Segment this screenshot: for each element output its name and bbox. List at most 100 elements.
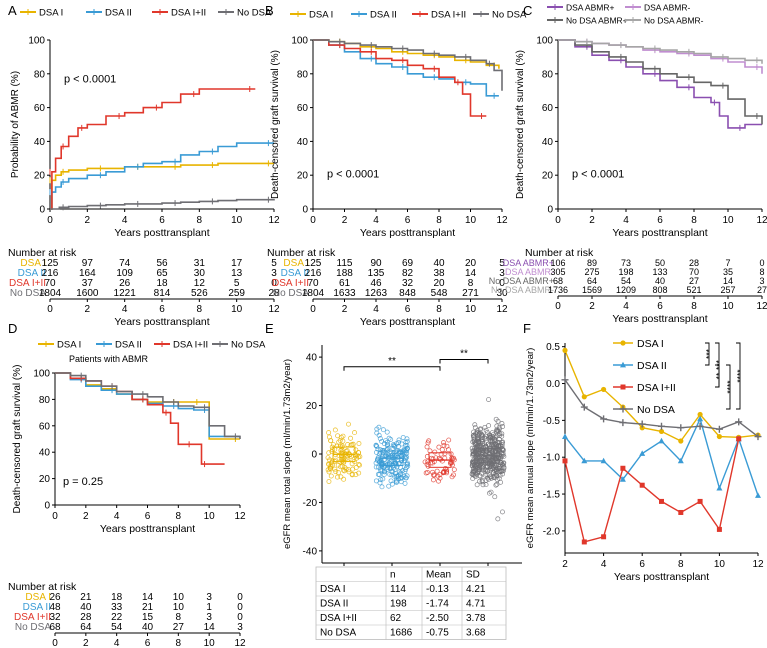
y-axis-label: Death-censored graft survival (%) xyxy=(12,365,23,514)
risk-row-label: No DSA xyxy=(10,288,46,299)
data-point xyxy=(482,436,488,441)
risk-row-label: No DSA ABMR+ xyxy=(489,276,554,286)
risk-x-tick-label: 10 xyxy=(204,638,216,648)
series-dsa-ii xyxy=(49,140,274,210)
data-point xyxy=(334,474,340,480)
y-axis-label: eGFR mean annual slope (ml/min/1.73m2/ye… xyxy=(525,348,536,549)
data-point xyxy=(496,426,502,432)
data-point xyxy=(341,468,347,474)
data-point xyxy=(404,436,410,442)
risk-value: 37 xyxy=(82,278,94,289)
data-point xyxy=(497,473,503,478)
series-line xyxy=(50,162,274,210)
risk-value: 54 xyxy=(621,276,631,286)
y-tick-label: 80 xyxy=(39,395,51,406)
data-point xyxy=(501,453,507,459)
risk-x-tick-label: 6 xyxy=(159,304,165,315)
data-point xyxy=(716,484,723,491)
risk-table-title: Number at risk xyxy=(267,247,336,259)
significance-label: ** xyxy=(460,349,468,360)
y-tick-label: 100 xyxy=(28,36,45,47)
risk-value: 8 xyxy=(759,267,764,277)
x-tick-label: 8 xyxy=(176,511,182,522)
data-point xyxy=(581,539,587,545)
x-tick-label: 6 xyxy=(145,511,151,522)
data-point xyxy=(491,441,497,447)
series-dsa-i xyxy=(55,372,240,442)
x-axis-label: Years posttransplant xyxy=(100,523,195,535)
y-tick-label: -1.5 xyxy=(543,490,561,501)
x-tick-label: 6 xyxy=(159,215,165,226)
legend-label: DSA II xyxy=(370,10,397,21)
data-point xyxy=(403,467,408,472)
data-point xyxy=(373,443,379,449)
x-tick-label: 4 xyxy=(114,511,120,522)
data-point xyxy=(388,465,394,471)
data-point xyxy=(425,459,431,465)
data-point xyxy=(474,429,480,435)
table-cell: 114 xyxy=(390,584,406,595)
legend-marker xyxy=(620,361,626,368)
data-point xyxy=(562,458,568,464)
risk-value: 54 xyxy=(111,622,123,633)
risk-value: 65 xyxy=(156,268,168,279)
series-line xyxy=(564,438,740,543)
risk-value: 115 xyxy=(337,258,353,269)
panel-label: B xyxy=(265,3,274,18)
table-cell: 4.21 xyxy=(466,584,486,595)
series-dsa-i-ii xyxy=(562,436,742,545)
data-point xyxy=(430,460,435,466)
risk-row-label: DSA I+II xyxy=(14,612,51,623)
points-dsa-i xyxy=(325,421,363,484)
series-no-dsa-abmr- xyxy=(558,39,763,125)
data-point xyxy=(353,447,359,453)
data-point xyxy=(346,469,352,475)
risk-value: 27 xyxy=(757,285,767,295)
risk-value: 33 xyxy=(111,602,123,613)
y-tick-label: -40 xyxy=(303,546,318,557)
risk-value: 90 xyxy=(370,258,382,269)
risk-value: 69 xyxy=(402,258,414,269)
series-line xyxy=(313,39,503,91)
x-tick-label: 10 xyxy=(722,215,734,226)
risk-row-label: No DSA ABMR- xyxy=(491,285,554,295)
risk-x-tick-label: 8 xyxy=(197,304,203,315)
risk-value: 3 xyxy=(759,276,764,286)
risk-value: 89 xyxy=(587,258,597,268)
risk-value: 46 xyxy=(370,278,382,289)
data-point xyxy=(678,509,684,515)
data-point xyxy=(384,447,390,453)
risk-value: 3 xyxy=(206,592,212,603)
data-point xyxy=(388,436,394,442)
data-point xyxy=(345,456,351,462)
x-tick-label: 8 xyxy=(691,215,697,226)
data-point xyxy=(470,452,476,458)
legend-marker xyxy=(620,384,626,390)
y-tick-label: 0 xyxy=(39,205,45,216)
data-point xyxy=(499,431,505,437)
data-point xyxy=(377,451,383,457)
data-point xyxy=(471,429,477,435)
data-point xyxy=(477,427,483,432)
risk-value: 1633 xyxy=(333,288,356,299)
data-point xyxy=(697,498,703,504)
risk-value: 22 xyxy=(111,612,123,623)
risk-value: 50 xyxy=(655,258,665,268)
data-point xyxy=(392,473,398,479)
y-tick-label: 60 xyxy=(39,421,51,432)
data-point xyxy=(384,467,390,473)
risk-row-label: DSA II xyxy=(23,602,51,613)
risk-row-label: DSA ABMR+ xyxy=(503,258,554,268)
data-point xyxy=(476,444,482,450)
risk-x-axis-label: Years posttransplant xyxy=(612,313,707,325)
data-point xyxy=(580,403,588,411)
data-point xyxy=(716,433,723,440)
y-tick-label: 0 xyxy=(302,205,308,216)
data-point xyxy=(476,438,482,444)
panel-label: D xyxy=(8,321,17,336)
data-point xyxy=(352,430,357,436)
risk-value: 808 xyxy=(652,285,667,295)
data-point xyxy=(385,452,391,458)
data-point xyxy=(441,442,447,448)
significance-bracket xyxy=(705,342,710,366)
